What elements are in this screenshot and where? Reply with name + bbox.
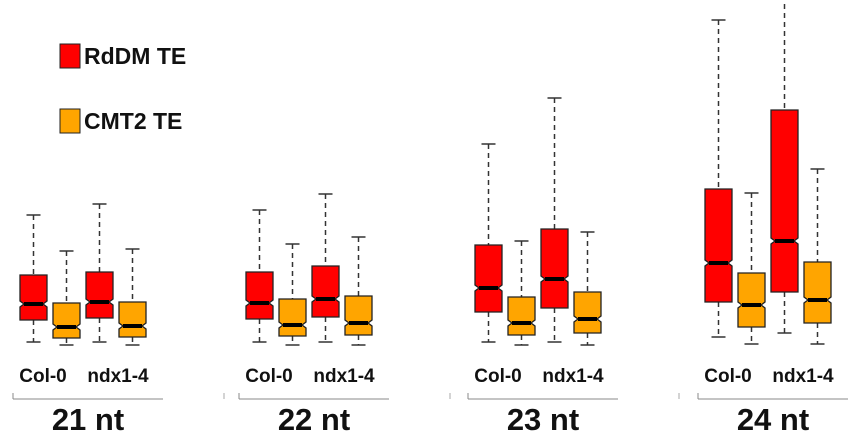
group-label: 21 nt [52, 402, 124, 432]
box [311, 193, 340, 343]
box-body [770, 109, 799, 293]
box-group: Col-0 ndx1-4 24 nt [697, 0, 848, 432]
box-body [540, 228, 569, 309]
box-group: Col-0 ndx1-4 21 nt [12, 203, 225, 432]
group-label: 24 nt [737, 402, 809, 432]
box [573, 231, 602, 346]
box [344, 236, 373, 346]
box [85, 203, 114, 343]
box [507, 240, 536, 346]
legend-swatch [59, 43, 81, 69]
box [52, 250, 81, 346]
legend-swatch [59, 108, 81, 134]
genotype-label: ndx1-4 [313, 366, 375, 387]
legend-label: CMT2 TE [84, 108, 182, 134]
box-body [573, 291, 602, 334]
genotype-label: Col-0 [19, 366, 67, 387]
box-body [52, 302, 81, 339]
genotype-label: Col-0 [474, 366, 522, 387]
box-body [85, 271, 114, 319]
box-body [245, 271, 274, 320]
box-body [803, 261, 832, 324]
box-body [19, 274, 48, 321]
box [19, 214, 48, 343]
group-label: 22 nt [278, 402, 350, 432]
box-body [507, 296, 536, 336]
box-body [737, 272, 766, 328]
box [737, 192, 766, 345]
genotype-label: ndx1-4 [542, 366, 604, 387]
box-body [344, 295, 373, 336]
box [803, 168, 832, 345]
box-group: Col-0 ndx1-4 22 nt [238, 193, 451, 432]
box-body [704, 188, 733, 303]
group-label: 23 nt [507, 402, 579, 432]
box [704, 19, 733, 338]
genotype-label: ndx1-4 [772, 366, 834, 387]
box [278, 243, 307, 346]
box-group: Col-0 ndx1-4 23 nt [467, 97, 680, 432]
box [118, 248, 147, 346]
genotype-label: Col-0 [245, 366, 293, 387]
box-body [118, 301, 147, 338]
legend-label: RdDM TE [84, 43, 186, 69]
box-body [311, 265, 340, 318]
box [540, 97, 569, 343]
genotype-label: Col-0 [704, 366, 752, 387]
box [245, 209, 274, 343]
box-body [474, 244, 503, 313]
genotype-label: ndx1-4 [87, 366, 149, 387]
box-body [278, 298, 307, 337]
plot-area: Col-0 ndx1-4 21 nt Col-0 ndx1-4 22 nt Col-0 ndx… [12, 0, 848, 432]
box [474, 143, 503, 343]
legend: RdDM TE CMT2 TE [59, 43, 186, 134]
box [770, 0, 799, 334]
